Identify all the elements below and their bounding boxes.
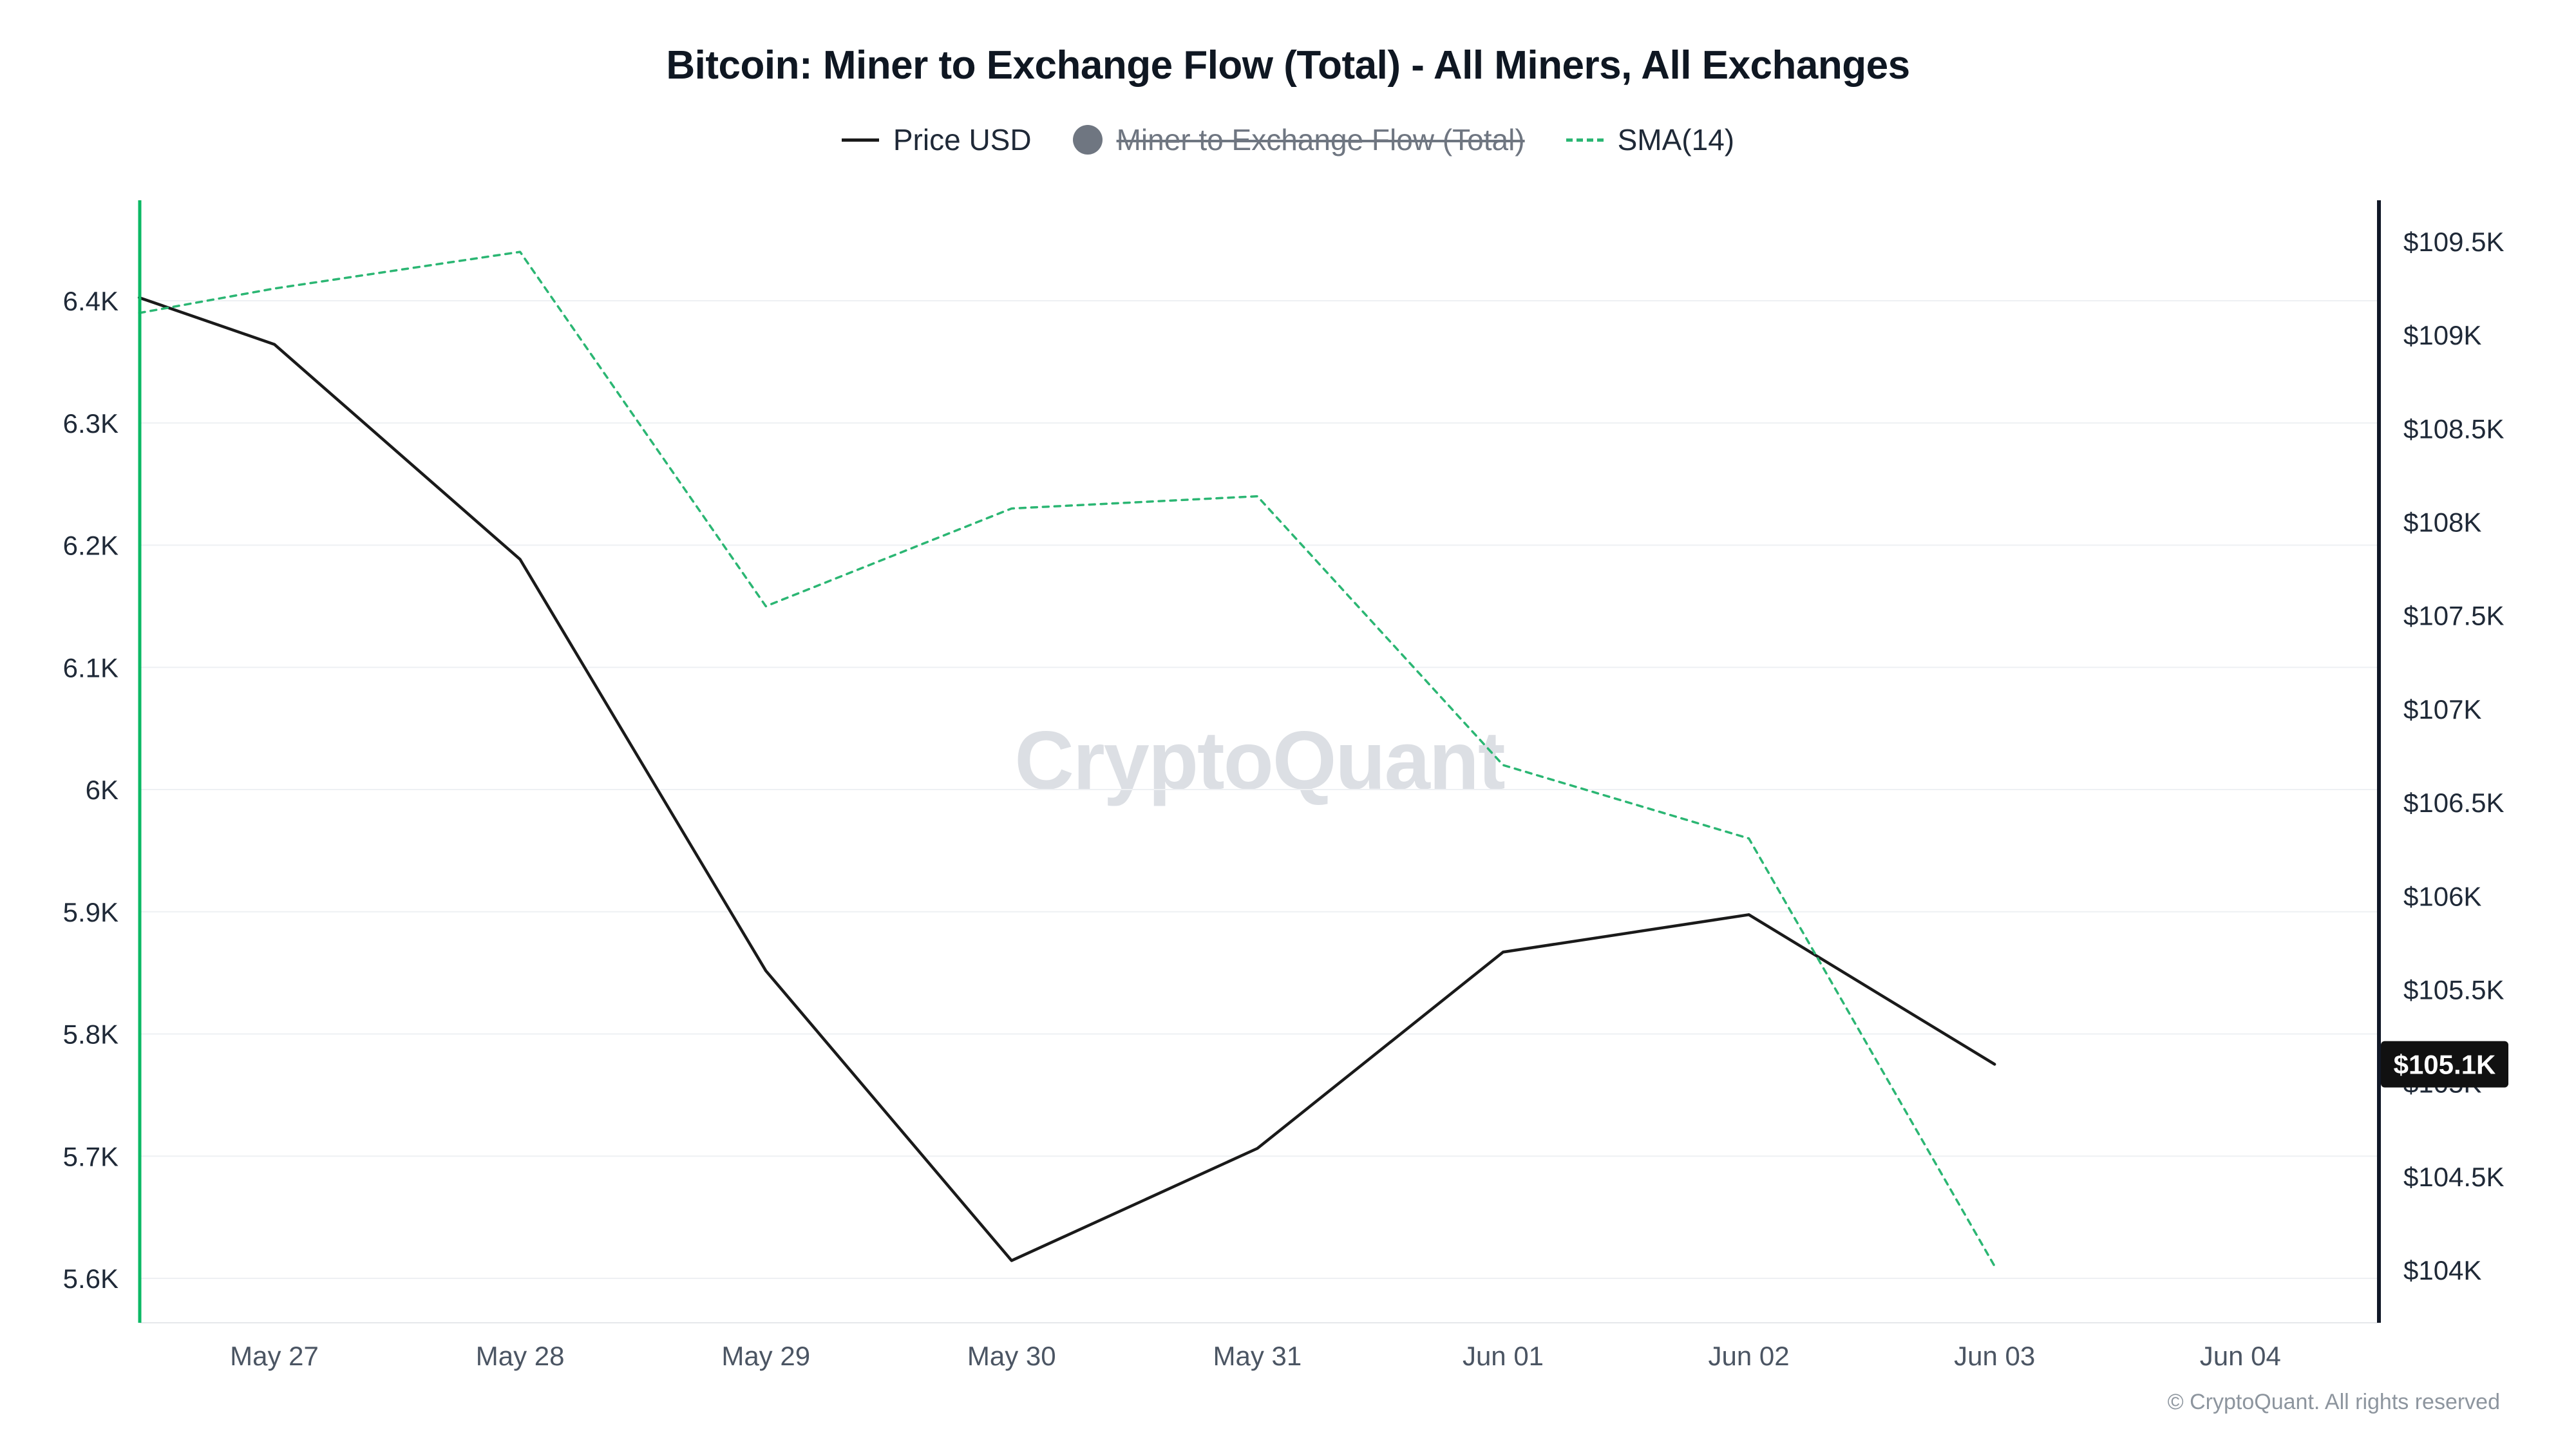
last-price-badge-label: $105.1K (2394, 1050, 2496, 1080)
miner-flow-circle-icon (1072, 125, 1103, 155)
legend-label-price-usd: Price USD (893, 123, 1032, 156)
copyright-text: © CryptoQuant. All rights reserved (2167, 1390, 2500, 1414)
legend-label-miner-flow: Miner to Exchange Flow (Total) (1116, 123, 1525, 156)
sma-line-swatch-icon (1566, 138, 1604, 142)
right-axis-tick-label: $107K (2403, 694, 2481, 724)
legend-label-sma14: SMA(14) (1617, 123, 1735, 156)
right-axis-tick-label: $107.5K (2403, 601, 2504, 631)
last-price-badge (2381, 1041, 2508, 1088)
cryptoquant-watermark: CryptoQuant (1014, 715, 1505, 807)
left-axis-tick-label: 6.2K (63, 531, 118, 561)
x-axis-tick-label: May 27 (230, 1341, 319, 1371)
x-axis-tick-label: Jun 02 (1709, 1341, 1790, 1371)
left-axis-tick-label: 6.3K (63, 408, 118, 439)
right-axis-tick-label: $106.5K (2403, 788, 2504, 818)
left-axis-tick-label: 6.1K (63, 652, 118, 683)
right-axis-tick-label: $108K (2403, 507, 2481, 538)
left-axis-tick-label: 6K (86, 775, 118, 805)
x-axis-tick-label: Jun 01 (1463, 1341, 1544, 1371)
price-line-swatch-icon (841, 138, 879, 142)
chart-title: Bitcoin: Miner to Exchange Flow (Total) … (666, 43, 1910, 88)
left-axis-tick-label: 5.8K (63, 1019, 118, 1050)
x-axis-tick-label: May 31 (1213, 1341, 1302, 1371)
x-axis-tick-label: May 30 (967, 1341, 1056, 1371)
left-axis-tick-label: 5.6K (63, 1264, 118, 1294)
right-axis-tick-label: $105.5K (2403, 974, 2504, 1005)
right-axis-tick-label: $109K (2403, 320, 2481, 350)
x-axis-tick-label: Jun 03 (1954, 1341, 2035, 1371)
series-line-sma-14- (138, 251, 1996, 1267)
legend-item-sma14[interactable]: SMA(14) (1566, 122, 1734, 157)
right-axis-tick-label: $104.5K (2403, 1162, 2504, 1192)
x-axis-tick-label: Jun 04 (2200, 1341, 2281, 1371)
left-axis-tick-label: 5.9K (63, 897, 118, 927)
left-axis-tick-label: 6.4K (63, 286, 118, 316)
series-line-price-usd (137, 296, 1996, 1262)
x-axis-tick-label: May 28 (476, 1341, 565, 1371)
legend-item-miner-flow[interactable]: Miner to Exchange Flow (Total) (1072, 122, 1525, 157)
legend: Price USD Miner to Exchange Flow (Total)… (0, 122, 2576, 157)
left-axis-tick-label: 5.7K (63, 1141, 118, 1171)
right-axis-tick-label: $106K (2403, 881, 2481, 911)
x-axis-tick-label: May 29 (721, 1341, 810, 1371)
right-axis-tick-label: $104K (2403, 1255, 2481, 1285)
legend-item-price-usd[interactable]: Price USD (841, 122, 1032, 157)
right-axis-tick-label: $108.5K (2403, 413, 2504, 444)
right-axis-tick-label: $109.5K (2403, 227, 2504, 257)
